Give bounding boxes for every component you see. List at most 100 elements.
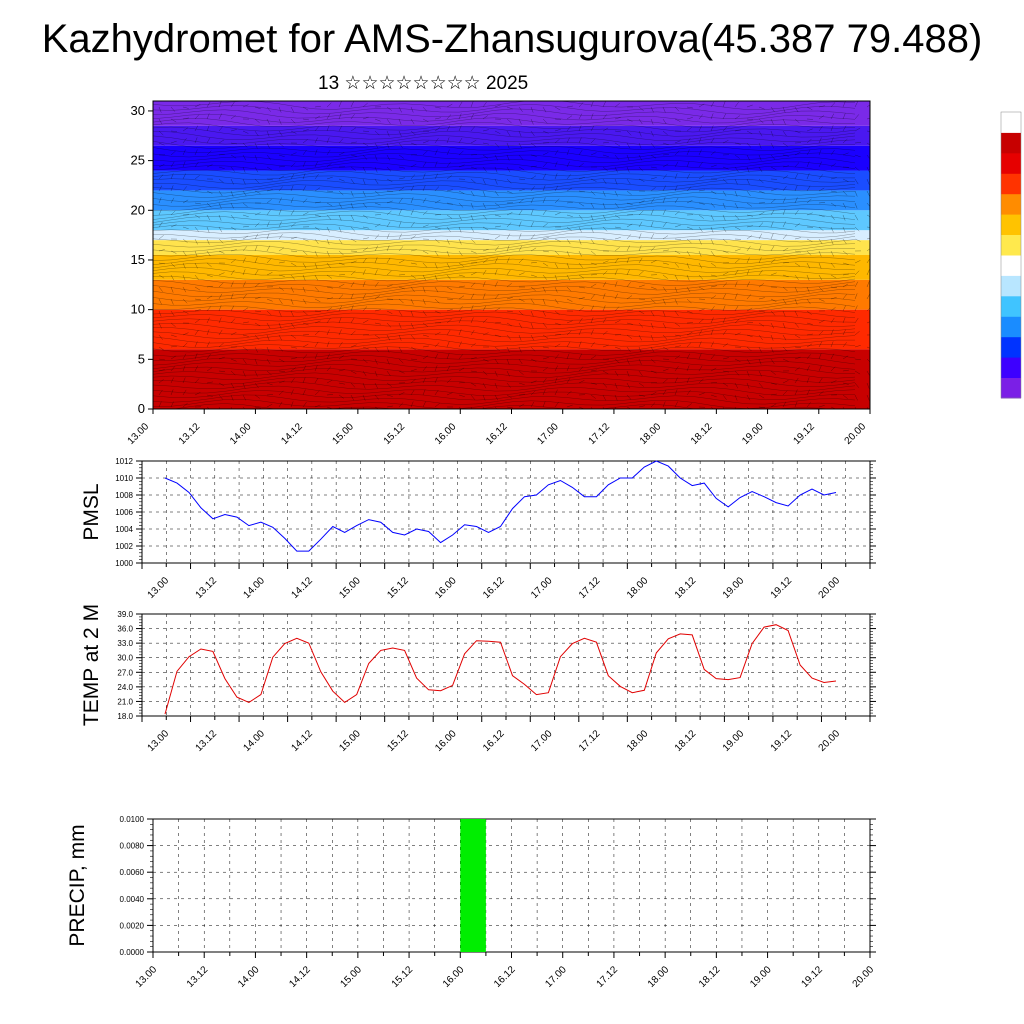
- wind-barb: [206, 150, 212, 156]
- wind-barb: [410, 334, 416, 340]
- x-tick-label: 19.00: [740, 421, 766, 447]
- wind-barb: [422, 197, 427, 204]
- wind-barb: [410, 274, 417, 279]
- wind-barb: [590, 152, 597, 156]
- x-tick-label: 15.00: [331, 421, 357, 447]
- wind-barb: [458, 250, 463, 257]
- wind-barb: [458, 382, 465, 384]
- streamline: [153, 346, 856, 357]
- wind-barb: [254, 370, 258, 377]
- wind-barb: [542, 262, 549, 267]
- x-tick-label: 15.00: [337, 575, 363, 601]
- wind-barb: [338, 262, 345, 266]
- wind-barb: [722, 382, 729, 387]
- wind-barb: [818, 320, 825, 324]
- wind-barb: [602, 358, 610, 360]
- wind-barb: [422, 185, 426, 192]
- wind-barb: [410, 106, 414, 113]
- wind-barb: [218, 250, 225, 254]
- streamline: [153, 302, 856, 313]
- wind-barb: [698, 226, 703, 233]
- wind-barb: [170, 173, 174, 180]
- x-tick-label: 19.12: [769, 575, 795, 601]
- wind-barb: [830, 102, 836, 108]
- wind-barb: [770, 154, 776, 160]
- wind-barb: [614, 382, 618, 389]
- wind-barb: [686, 298, 692, 304]
- x-tick-label: 16.12: [481, 575, 507, 601]
- wind-barb: [782, 106, 786, 113]
- wind-barb: [842, 273, 849, 276]
- wind-barb: [554, 238, 561, 242]
- wind-barb: [506, 166, 511, 173]
- wind-barb: [542, 310, 546, 317]
- wind-barb: [182, 117, 189, 120]
- wind-barb: [566, 274, 571, 281]
- wind-barb: [722, 214, 726, 221]
- wind-barb: [626, 295, 633, 300]
- wind-barb: [806, 250, 812, 256]
- wind-barb: [314, 286, 320, 292]
- wind-barb: [482, 370, 488, 376]
- x-tick-label: 14.12: [287, 964, 313, 990]
- y-axis-label: PMSL: [80, 483, 103, 540]
- wind-barb: [602, 154, 609, 157]
- wind-barb: [542, 209, 547, 216]
- wind-barb: [374, 269, 378, 276]
- wind-barb: [482, 406, 485, 409]
- wind-barb: [218, 305, 222, 312]
- wind-barb: [314, 187, 321, 192]
- wind-barb: [494, 334, 501, 337]
- wind-barb: [470, 126, 476, 132]
- x-tick-label: 13.12: [194, 575, 220, 601]
- wind-barb: [626, 154, 630, 161]
- wind-barb: [158, 130, 164, 136]
- wind-barb: [386, 106, 392, 111]
- wind-barb: [458, 137, 463, 144]
- wind-barb: [242, 394, 246, 401]
- cross-section-band: [153, 230, 870, 241]
- wind-barb: [686, 310, 693, 314]
- wind-barb: [830, 286, 838, 288]
- wind-barb: [794, 152, 801, 156]
- wind-barb: [326, 113, 331, 120]
- wind-barb: [230, 281, 234, 288]
- wind-barb: [650, 310, 655, 317]
- wind-barb: [698, 341, 702, 348]
- wind-barb: [302, 298, 307, 305]
- wind-barb: [722, 101, 726, 108]
- wind-barb: [854, 166, 860, 172]
- wind-barb: [782, 310, 786, 317]
- wind-barb: [554, 286, 558, 293]
- wind-barb: [578, 113, 583, 120]
- wind-barb: [662, 154, 670, 156]
- wind-barb: [482, 226, 489, 231]
- wind-barb: [386, 210, 392, 216]
- wind-barb: [650, 286, 657, 290]
- pmsl-series-line: [164, 460, 837, 552]
- wind-barb: [638, 142, 642, 149]
- wind-barb: [482, 258, 488, 264]
- wind-barb: [350, 370, 357, 374]
- wind-barb: [326, 274, 333, 279]
- wind-barb: [470, 113, 474, 120]
- wind-barb: [170, 210, 176, 216]
- wind-barb: [362, 269, 366, 276]
- wind-barb: [158, 298, 162, 305]
- wind-barb: [398, 259, 405, 264]
- wind-barb: [734, 332, 741, 336]
- wind-barb: [590, 238, 595, 245]
- wind-barb: [686, 200, 693, 204]
- wind-barb: [770, 370, 776, 375]
- wind-barb: [434, 127, 441, 132]
- x-tick-label: 13.12: [177, 421, 203, 447]
- wind-barb: [590, 355, 597, 360]
- wind-barb: [710, 238, 714, 245]
- wind-barb: [230, 129, 237, 132]
- wind-barb: [386, 382, 392, 387]
- wind-barb: [794, 237, 801, 240]
- wind-barb: [530, 118, 534, 125]
- streamline: [153, 144, 856, 154]
- wind-barb: [398, 197, 403, 204]
- wind-barb: [314, 377, 319, 384]
